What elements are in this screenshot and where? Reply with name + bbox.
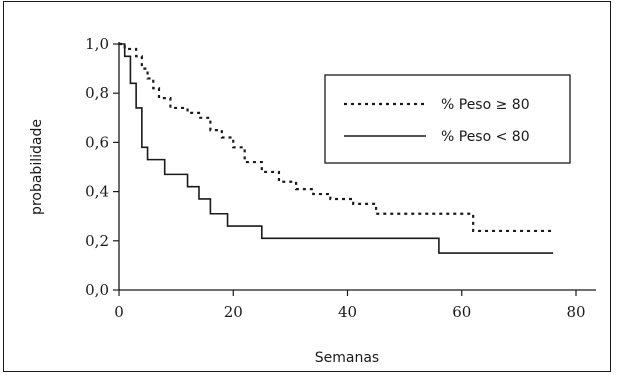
- y-tick-label: 0,6: [85, 133, 109, 151]
- y-tick-label: 0,4: [85, 183, 109, 201]
- x-tick-label: 0: [114, 303, 124, 321]
- x-tick-label: 40: [338, 303, 357, 321]
- x-axis-title: Semanas: [315, 350, 379, 366]
- series-line-2: [119, 43, 554, 254]
- x-tick-label: 20: [224, 303, 243, 321]
- y-tick-label: 1,0: [85, 35, 109, 53]
- axes: 0,0 0,2 0,4 0,6 0,8 1,0 0 20 40 60 80: [85, 35, 596, 321]
- legend-box: [324, 74, 571, 164]
- y-tick-label: 0,2: [85, 232, 109, 250]
- legend-label-series-2: % Peso < 80: [441, 129, 530, 145]
- y-axis-title: probabilidade: [29, 119, 45, 215]
- legend: % Peso ≥ 80 % Peso < 80: [324, 74, 571, 164]
- x-tick-label: 60: [452, 303, 471, 321]
- series-line-1: [119, 42, 554, 233]
- chart-frame: [3, 1, 611, 372]
- y-tick-label: 0,8: [85, 84, 109, 102]
- x-tick-label: 80: [566, 303, 585, 321]
- legend-label-series-1: % Peso ≥ 80: [441, 97, 530, 113]
- y-tick-label: 0,0: [85, 281, 109, 299]
- series-layer: [119, 42, 554, 254]
